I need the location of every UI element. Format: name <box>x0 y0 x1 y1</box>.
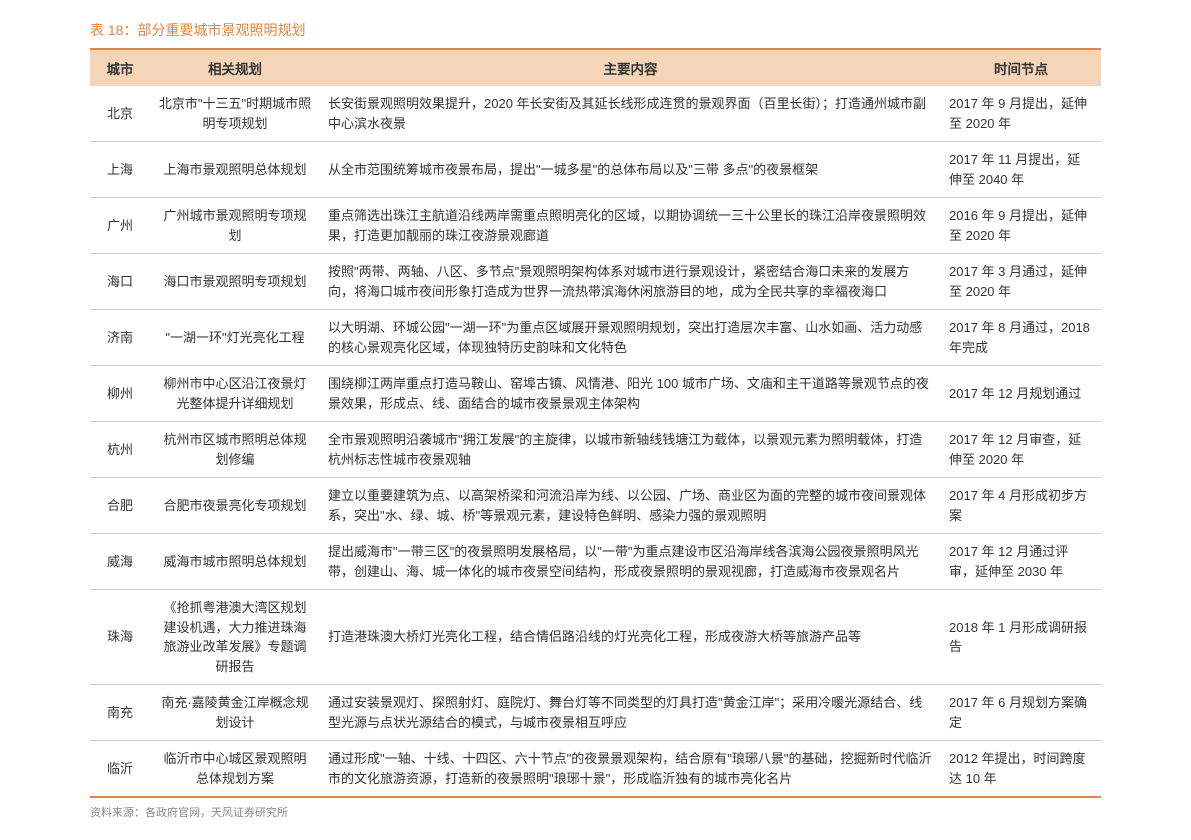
cell-content: 提出威海市"一带三区"的夜景照明发展格局，以"一带"为重点建设市区沿海岸线各滨海… <box>320 534 941 590</box>
cell-plan: 上海市景观照明总体规划 <box>150 142 320 198</box>
table-header-row: 城市 相关规划 主要内容 时间节点 <box>90 49 1101 86</box>
table-row: 杭州杭州市区城市照明总体规划修编全市景观照明沿袭城市"拥江发展"的主旋律，以城市… <box>90 422 1101 478</box>
cell-city: 柳州 <box>90 366 150 422</box>
cell-content: 建立以重要建筑为点、以高架桥梁和河流沿岸为线、以公园、广场、商业区为面的完整的城… <box>320 478 941 534</box>
header-time: 时间节点 <box>941 49 1101 86</box>
table-row: 柳州柳州市中心区沿江夜景灯光整体提升详细规划围绕柳江两岸重点打造马鞍山、窑埠古镇… <box>90 366 1101 422</box>
cell-time: 2017 年 6 月规划方案确定 <box>941 685 1101 741</box>
cell-plan: 南充·嘉陵黄金江岸概念规划设计 <box>150 685 320 741</box>
source-note: 资料来源：各政府官网，天风证券研究所 <box>90 804 1101 820</box>
cell-city: 济南 <box>90 310 150 366</box>
header-plan: 相关规划 <box>150 49 320 86</box>
cell-content: 通过安装景观灯、探照射灯、庭院灯、舞台灯等不同类型的灯具打造"黄金江岸"；采用冷… <box>320 685 941 741</box>
cell-plan: 海口市景观照明专项规划 <box>150 254 320 310</box>
table-row: 珠海《抢抓粤港澳大湾区规划建设机遇，大力推进珠海旅游业改革发展》专题调研报告打造… <box>90 590 1101 685</box>
cell-time: 2017 年 8 月通过，2018 年完成 <box>941 310 1101 366</box>
cell-content: 以大明湖、环城公园"一湖一环"为重点区域展开景观照明规划，突出打造层次丰富、山水… <box>320 310 941 366</box>
cell-plan: 合肥市夜景亮化专项规划 <box>150 478 320 534</box>
table-row: 南充南充·嘉陵黄金江岸概念规划设计通过安装景观灯、探照射灯、庭院灯、舞台灯等不同… <box>90 685 1101 741</box>
cell-content: 从全市范围统筹城市夜景布局，提出"一城多星"的总体布局以及"三带 多点"的夜景框… <box>320 142 941 198</box>
header-content: 主要内容 <box>320 49 941 86</box>
cell-plan: 广州城市景观照明专项规划 <box>150 198 320 254</box>
cell-city: 上海 <box>90 142 150 198</box>
table-row: 海口海口市景观照明专项规划按照"两带、两轴、八区、多节点"景观照明架构体系对城市… <box>90 254 1101 310</box>
cell-city: 临沂 <box>90 741 150 798</box>
cell-city: 合肥 <box>90 478 150 534</box>
table-row: 上海上海市景观照明总体规划从全市范围统筹城市夜景布局，提出"一城多星"的总体布局… <box>90 142 1101 198</box>
cell-city: 杭州 <box>90 422 150 478</box>
cell-content: 重点筛选出珠江主航道沿线两岸需重点照明亮化的区域，以期协调统一三十公里长的珠江沿… <box>320 198 941 254</box>
table-row: 济南"一湖一环"灯光亮化工程以大明湖、环城公园"一湖一环"为重点区域展开景观照明… <box>90 310 1101 366</box>
cell-time: 2016 年 9 月提出，延伸至 2020 年 <box>941 198 1101 254</box>
cell-content: 全市景观照明沿袭城市"拥江发展"的主旋律，以城市新轴线钱塘江为载体，以景观元素为… <box>320 422 941 478</box>
cell-content: 按照"两带、两轴、八区、多节点"景观照明架构体系对城市进行景观设计，紧密结合海口… <box>320 254 941 310</box>
table-row: 临沂临沂市中心城区景观照明总体规划方案通过形成"一轴、十线、十四区、六十节点"的… <box>90 741 1101 798</box>
cell-plan: "一湖一环"灯光亮化工程 <box>150 310 320 366</box>
cell-city: 广州 <box>90 198 150 254</box>
table-title: 表 18：部分重要城市景观照明规划 <box>90 20 1101 40</box>
cell-time: 2017 年 9 月提出，延伸至 2020 年 <box>941 86 1101 142</box>
cell-city: 北京 <box>90 86 150 142</box>
cell-plan: 柳州市中心区沿江夜景灯光整体提升详细规划 <box>150 366 320 422</box>
cell-time: 2018 年 1 月形成调研报告 <box>941 590 1101 685</box>
cell-plan: 临沂市中心城区景观照明总体规划方案 <box>150 741 320 798</box>
cell-city: 珠海 <box>90 590 150 685</box>
table-row: 广州广州城市景观照明专项规划重点筛选出珠江主航道沿线两岸需重点照明亮化的区域，以… <box>90 198 1101 254</box>
table-row: 合肥合肥市夜景亮化专项规划建立以重要建筑为点、以高架桥梁和河流沿岸为线、以公园、… <box>90 478 1101 534</box>
cell-plan: 《抢抓粤港澳大湾区规划建设机遇，大力推进珠海旅游业改革发展》专题调研报告 <box>150 590 320 685</box>
table-row: 北京北京市"十三五"时期城市照明专项规划长安街景观照明效果提升，2020 年长安… <box>90 86 1101 142</box>
cell-time: 2017 年 4 月形成初步方案 <box>941 478 1101 534</box>
cell-time: 2017 年 12 月规划通过 <box>941 366 1101 422</box>
cell-content: 打造港珠澳大桥灯光亮化工程，结合情侣路沿线的灯光亮化工程，形成夜游大桥等旅游产品… <box>320 590 941 685</box>
cell-time: 2017 年 12 月通过评审，延伸至 2030 年 <box>941 534 1101 590</box>
cell-time: 2017 年 3 月通过，延伸至 2020 年 <box>941 254 1101 310</box>
cell-content: 通过形成"一轴、十线、十四区、六十节点"的夜景景观架构，结合原有"琅琊八景"的基… <box>320 741 941 798</box>
table-row: 威海威海市城市照明总体规划提出威海市"一带三区"的夜景照明发展格局，以"一带"为… <box>90 534 1101 590</box>
cell-time: 2012 年提出，时间跨度达 10 年 <box>941 741 1101 798</box>
cell-plan: 威海市城市照明总体规划 <box>150 534 320 590</box>
cell-city: 南充 <box>90 685 150 741</box>
header-city: 城市 <box>90 49 150 86</box>
lighting-plan-table: 城市 相关规划 主要内容 时间节点 北京北京市"十三五"时期城市照明专项规划长安… <box>90 48 1101 798</box>
cell-time: 2017 年 11 月提出，延伸至 2040 年 <box>941 142 1101 198</box>
cell-plan: 北京市"十三五"时期城市照明专项规划 <box>150 86 320 142</box>
cell-city: 海口 <box>90 254 150 310</box>
cell-city: 威海 <box>90 534 150 590</box>
cell-time: 2017 年 12 月审查，延伸至 2020 年 <box>941 422 1101 478</box>
cell-content: 长安街景观照明效果提升，2020 年长安街及其延长线形成连贯的景观界面（百里长街… <box>320 86 941 142</box>
cell-content: 围绕柳江两岸重点打造马鞍山、窑埠古镇、风情港、阳光 100 城市广场、文庙和主干… <box>320 366 941 422</box>
cell-plan: 杭州市区城市照明总体规划修编 <box>150 422 320 478</box>
